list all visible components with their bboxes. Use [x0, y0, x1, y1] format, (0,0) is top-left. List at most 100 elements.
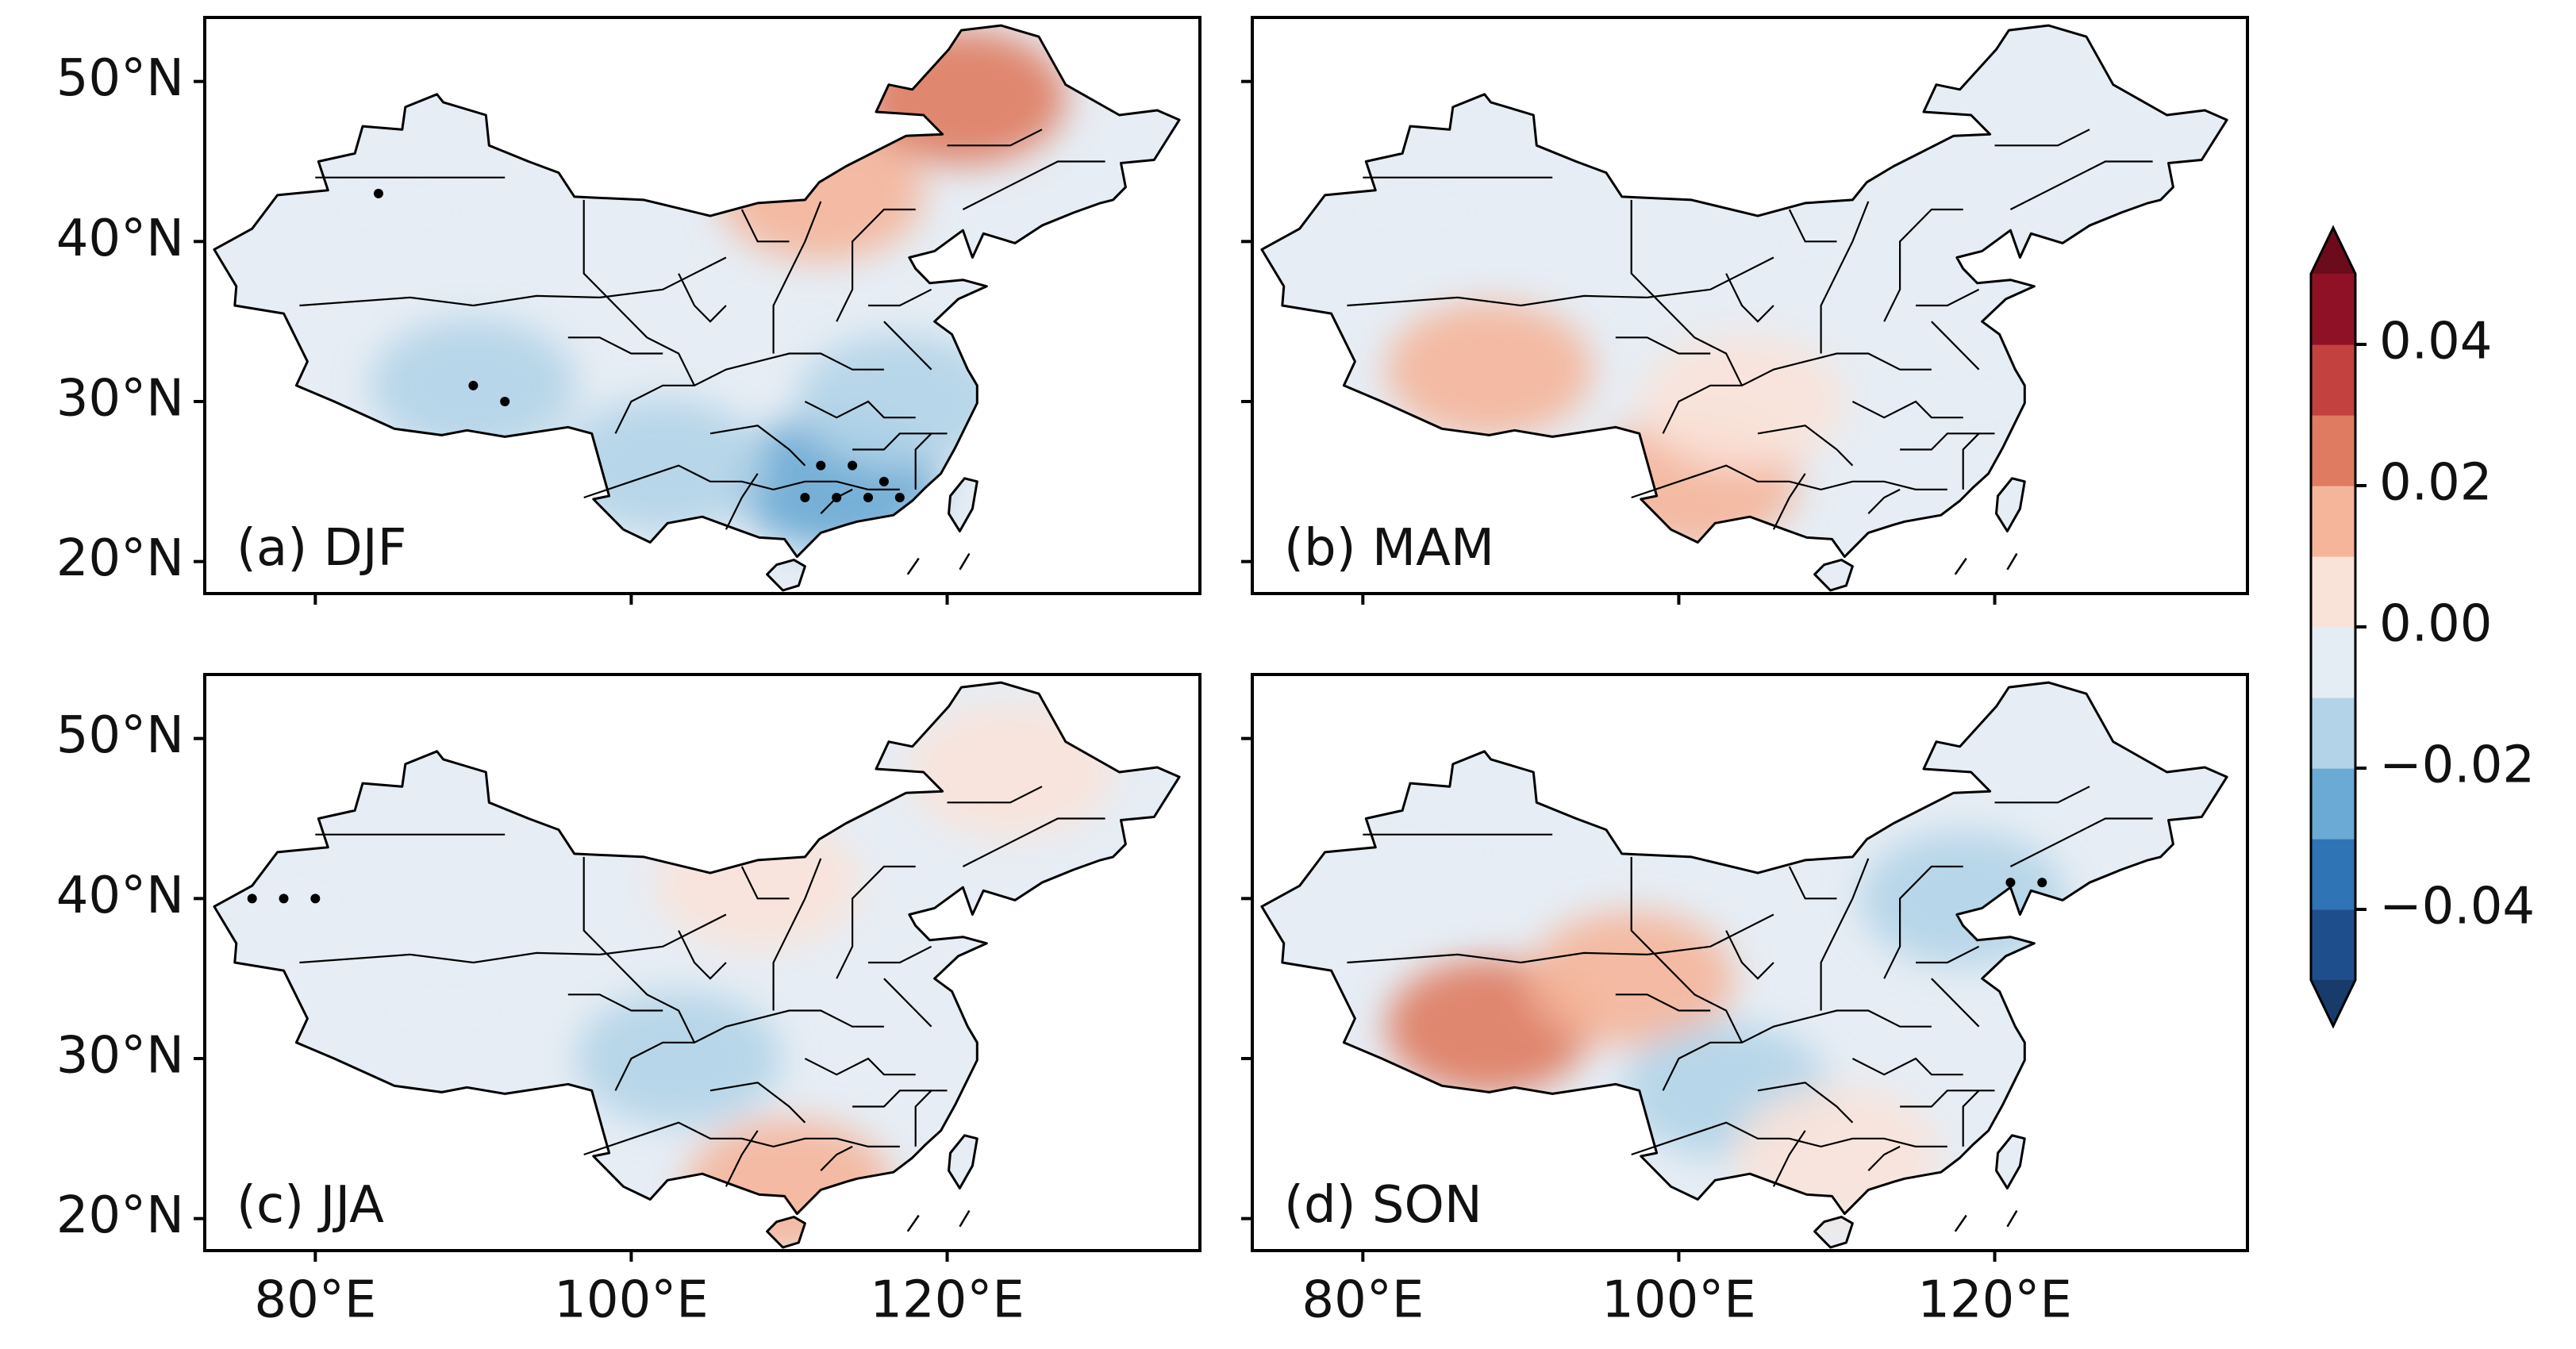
panel-frame — [203, 673, 1201, 1252]
province-border — [582, 856, 695, 1043]
province-border — [820, 1145, 853, 1171]
field-layer — [213, 682, 1180, 1248]
stipple-dot — [468, 380, 479, 390]
province-border — [914, 1090, 932, 1147]
colorbar-segment — [2311, 486, 2355, 557]
y-tick-label: 50°N — [56, 49, 184, 108]
y-tick-label: 40°N — [56, 867, 184, 925]
stipple-dot — [894, 493, 905, 502]
y-axis-bottom: 20°N 30°N 40°N 50°N — [56, 706, 205, 1245]
country-outline — [1260, 24, 2228, 592]
nine-dash-segment — [1954, 557, 1967, 575]
province-border — [1867, 1145, 1901, 1171]
province-border — [1725, 273, 1774, 323]
colorbar-extend-max — [2311, 228, 2355, 274]
stipple-dot — [863, 493, 873, 502]
province-border — [1772, 1130, 1806, 1187]
province-border — [1916, 945, 1980, 964]
nine-dash-segment — [959, 1209, 971, 1228]
panel-mam: (b) MAM — [1251, 16, 2249, 595]
anomaly-region-tibet — [1386, 302, 1593, 437]
taiwan-border — [1995, 477, 2026, 532]
province-border — [1615, 336, 1711, 355]
stipple-dot — [2037, 878, 2047, 888]
x-axis-top — [313, 594, 1997, 605]
colorbar-segment — [2311, 768, 2355, 840]
panel-frame — [203, 16, 1201, 595]
province-border — [962, 160, 1105, 210]
colorbar-extend-min — [2311, 980, 2355, 1026]
nine-dash-segment — [959, 552, 971, 571]
province-border — [2009, 817, 2153, 867]
province-border — [614, 1009, 884, 1091]
province-border — [725, 473, 759, 530]
anomaly-region-east-china — [796, 334, 1003, 469]
province-border — [1772, 473, 1806, 530]
province-border — [1662, 352, 1932, 434]
stipple-dot — [2005, 878, 2016, 888]
province-border — [567, 993, 663, 1012]
x-tick-label: 80°E — [1301, 1271, 1424, 1330]
nine-dash-segment — [2006, 1209, 2018, 1228]
colorbar-tick-label: 0.02 — [2379, 454, 2493, 513]
province-border — [1820, 201, 1870, 354]
province-border — [614, 352, 884, 434]
province-border — [1851, 1057, 1963, 1076]
province-border — [740, 866, 790, 900]
province-border — [1725, 930, 1774, 980]
province-border — [1347, 913, 1774, 964]
significance-stipple — [373, 188, 905, 502]
y-tick-label: 20°N — [56, 1186, 184, 1245]
colorbar-tick-label: 0.00 — [2379, 595, 2493, 654]
province-border — [1788, 866, 1837, 900]
x-axis-bottom: 80°E 80°E 100°E 100°E 120°E 120°E — [254, 1251, 2072, 1330]
province-border — [299, 256, 727, 307]
stipple-dot — [879, 476, 889, 486]
taiwan-border — [948, 1134, 978, 1190]
anomaly-region-xinjiang — [290, 142, 498, 277]
province-border — [1900, 432, 1995, 451]
province-border — [868, 945, 932, 964]
province-border — [709, 1082, 806, 1124]
province-border — [582, 199, 695, 386]
province-border — [1994, 786, 2090, 804]
province-border — [1757, 1082, 1854, 1124]
province-border — [2009, 160, 2153, 210]
anomaly-region-north-china — [1859, 831, 2067, 967]
anomaly-region-xinjiang — [1307, 142, 1514, 277]
china-border — [213, 24, 1181, 559]
anomaly-region-tibet — [338, 943, 545, 1078]
province-border — [1347, 256, 1774, 307]
colorbar-segment — [2311, 274, 2355, 345]
colorbar: 0.04 0.02 0.00 −0.02 −0.04 — [2309, 225, 2535, 1029]
panel-son: (d) SON — [1251, 673, 2249, 1252]
y-tick-label: 20°N — [56, 529, 184, 588]
province-border — [740, 209, 790, 243]
x-tick-label: 100°E — [554, 1271, 709, 1330]
panel-label: (b) MAM — [1284, 519, 1494, 578]
province-border — [852, 432, 948, 451]
province-border — [836, 208, 916, 322]
stipple-dot — [832, 493, 842, 502]
country-outline — [1260, 681, 2228, 1249]
significance-stipple — [247, 894, 321, 904]
province-border — [567, 336, 663, 355]
anomaly-region-sichuan — [1639, 334, 1846, 469]
x-tick-label: 120°E — [1917, 1271, 2072, 1330]
y-tick-label: 30°N — [56, 1027, 184, 1086]
province-border — [1994, 129, 2090, 147]
province-border — [1883, 208, 1963, 322]
hainan-border — [1813, 1216, 1854, 1249]
province-border — [868, 288, 932, 307]
panel-jja: (c) JJA — [203, 673, 1201, 1252]
province-border — [1931, 321, 1980, 371]
province-border — [583, 464, 900, 499]
panel-frame — [1251, 16, 2249, 595]
china-border — [1260, 24, 2228, 559]
colorbar-frame — [2309, 225, 2357, 1029]
province-border — [1883, 865, 1963, 979]
province-border — [883, 978, 932, 1028]
panel-label: (c) JJA — [236, 1176, 384, 1235]
panel-label: (a) DJF — [236, 519, 406, 578]
